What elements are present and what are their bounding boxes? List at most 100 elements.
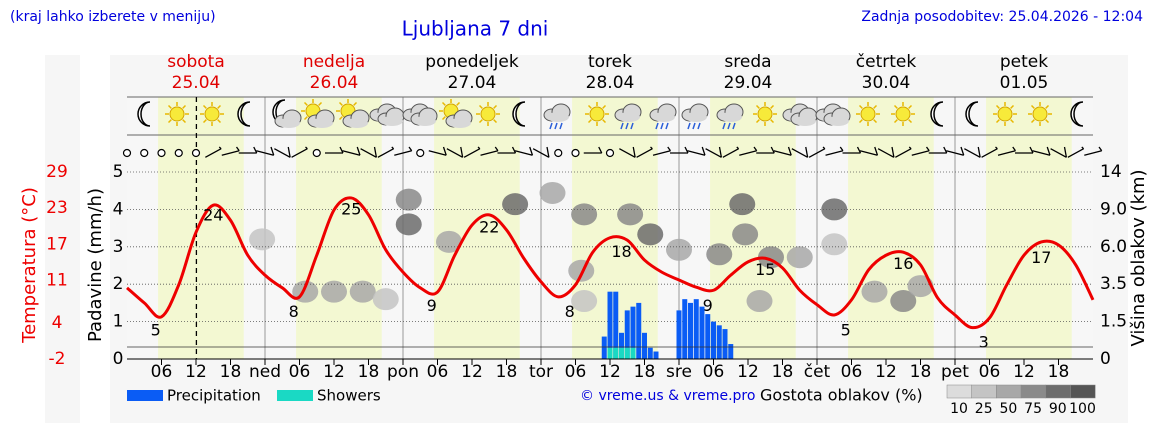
temperature-extreme-label: 9 (703, 296, 713, 315)
sun-ray (217, 119, 222, 124)
cloud-legend-swatch (946, 384, 972, 399)
rain-drop (727, 122, 731, 130)
sun-ray (441, 116, 446, 121)
x-tick-label: 18 (220, 362, 242, 382)
wind-barb (997, 150, 1016, 156)
temperature-tick-label: 17 (46, 234, 68, 254)
wind-barb (291, 148, 308, 158)
chart-title: Ljubljana 7 dni (402, 17, 549, 41)
sun-ray (602, 104, 607, 109)
precipitation-bar (705, 314, 711, 359)
cloud-icon (346, 118, 368, 128)
rain-drop (665, 122, 669, 130)
legend-label: Precipitation (167, 387, 261, 405)
calm-wind (122, 148, 132, 158)
cloud-cell (821, 198, 848, 221)
y-tick-label: 2 (113, 274, 124, 294)
legend-label: Showers (317, 387, 381, 405)
sun-ray (167, 119, 172, 124)
y2-axis-title: Višina oblakov (km) (1128, 169, 1149, 346)
cloud-cell (436, 230, 462, 253)
precipitation-bar (619, 332, 624, 359)
sun-ray (770, 119, 775, 124)
y2-tick-label: 3.5 (1100, 274, 1127, 294)
sun-ray (202, 104, 207, 109)
temperature-extreme-label: 25 (341, 200, 361, 219)
wind-barb-tick (718, 146, 723, 158)
temperature-extreme-label: 15 (755, 260, 775, 279)
wind-barb-tick (960, 146, 965, 156)
cloud-legend-swatch (996, 384, 1022, 399)
sun-ray (995, 104, 1000, 109)
rain-drop (687, 122, 691, 130)
day-name: ponedeljek (425, 52, 519, 72)
cloud-cell (732, 223, 759, 246)
wind-barb (981, 148, 998, 158)
wind-barb (636, 148, 653, 158)
sun-icon (895, 106, 911, 122)
day-name: četrtek (856, 52, 917, 72)
cloud-cell (395, 213, 422, 236)
moon-icon (512, 101, 526, 127)
precipitation-bar (653, 351, 659, 359)
rain-drop (559, 122, 563, 130)
wind-barb-tick (408, 146, 413, 152)
wind-barb (256, 150, 274, 156)
moon-icon (930, 101, 944, 127)
y-tick-label: 1 (113, 312, 124, 332)
wind-barb-tick (736, 146, 740, 150)
wind-barb-tick (442, 146, 447, 156)
day-name: sobota (167, 52, 225, 72)
rain-drop (549, 122, 553, 130)
sun-ray (770, 104, 775, 109)
wind-barb-tick (770, 146, 775, 154)
rain-drop (722, 122, 726, 130)
wind-barb-tick (235, 146, 240, 152)
precipitation-bar (607, 347, 613, 359)
x-tick-label: 18 (1048, 362, 1070, 382)
day-name: sreda (724, 52, 771, 72)
precipitation-bar (613, 291, 619, 359)
cloud-legend-swatch (971, 384, 997, 399)
wind-barb (342, 150, 361, 156)
wind-barb-tick (460, 146, 464, 158)
wind-barb-tick (667, 146, 671, 152)
wind-barb-tick (1098, 146, 1103, 152)
cloud-icon (685, 112, 707, 122)
x-tick-label: pon (387, 362, 419, 382)
temperature-tick-label: 29 (46, 162, 68, 182)
legend-swatch (127, 390, 163, 401)
calm-wind (174, 148, 183, 158)
sun-ray (182, 104, 187, 109)
y2-tick-label: 9.0 (1100, 199, 1127, 219)
sun-ray (441, 101, 446, 106)
sun-ray (755, 104, 760, 109)
precipitation-bar (619, 347, 624, 359)
note: (kraj lahko izberete v meniju) (10, 9, 216, 25)
precipitation-bar (630, 306, 636, 359)
sun-ray (908, 119, 913, 124)
wind-barb-tick (650, 146, 653, 150)
sun-ray (167, 104, 172, 109)
wind-barb-tick (787, 146, 792, 156)
wind-barb (911, 150, 930, 156)
sun-icon (1032, 106, 1048, 122)
cloud-icon (449, 118, 471, 128)
rain-drop (655, 122, 659, 130)
cloud-legend-swatch (1020, 384, 1047, 399)
x-tick-label: sre (666, 362, 692, 382)
wind-barb (825, 150, 844, 156)
sun-ray (1010, 119, 1015, 124)
sun-ray (893, 119, 898, 124)
wind-barb-tick (977, 146, 981, 158)
cloud-cell (907, 275, 934, 298)
x-tick-label: ned (249, 362, 281, 382)
cloud-cell (729, 193, 756, 216)
y-tick-label: 4 (113, 199, 124, 219)
cloud-cell (746, 290, 773, 313)
wind-barb-tick (391, 146, 395, 150)
cloud-icon (653, 112, 675, 122)
sun-ray (217, 104, 222, 109)
cloud-icon (414, 116, 436, 126)
temperature-extreme-label: 17 (1031, 248, 1051, 267)
